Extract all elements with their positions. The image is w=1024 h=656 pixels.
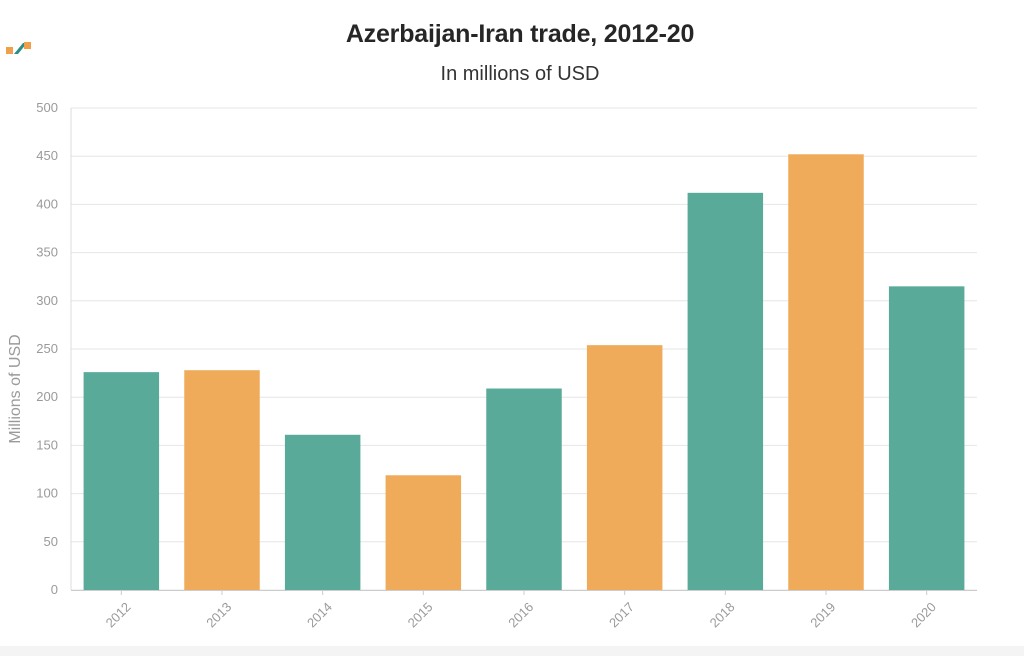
logo-slash-teal bbox=[14, 43, 27, 54]
y-tick-label: 200 bbox=[36, 389, 58, 404]
y-tick-label: 450 bbox=[36, 148, 58, 163]
y-tick-label: 150 bbox=[36, 437, 58, 452]
y-tick-label: 250 bbox=[36, 341, 58, 356]
logo-square-orange-2 bbox=[24, 42, 31, 49]
x-tick-label: 2016 bbox=[505, 599, 536, 630]
bar-2012 bbox=[83, 372, 160, 590]
bar-2019 bbox=[788, 154, 864, 590]
y-tick-label: 50 bbox=[44, 534, 58, 549]
x-tick-label: 2015 bbox=[405, 599, 436, 630]
bar-2017 bbox=[586, 345, 663, 590]
x-tick-label: 2020 bbox=[908, 599, 939, 630]
bar-2013 bbox=[184, 370, 260, 590]
brand-logo-icon bbox=[6, 42, 31, 54]
x-tick-label: 2017 bbox=[606, 599, 637, 630]
x-tick-label: 2013 bbox=[203, 599, 234, 630]
chart-title: Azerbaijan-Iran trade, 2012-20 bbox=[345, 20, 695, 48]
y-tick-label: 500 bbox=[36, 100, 58, 115]
x-tick-label: 2018 bbox=[707, 599, 738, 630]
logo-square-orange bbox=[6, 47, 13, 54]
y-tick-label: 300 bbox=[36, 293, 58, 308]
x-tick-label: 2012 bbox=[103, 599, 134, 630]
bar-2014 bbox=[284, 434, 361, 590]
bar-2018 bbox=[687, 192, 764, 590]
x-tick-label: 2014 bbox=[304, 599, 335, 630]
y-axis-title: Millions of USD bbox=[7, 334, 24, 443]
x-tick-label: 2019 bbox=[807, 599, 838, 630]
chart-subtitle: In millions of USD bbox=[440, 63, 600, 85]
y-tick-label: 400 bbox=[36, 196, 58, 211]
bottom-strip bbox=[0, 646, 1024, 656]
y-tick-label: 100 bbox=[36, 486, 58, 501]
bar-2020 bbox=[888, 286, 965, 590]
bar-2015 bbox=[385, 475, 462, 590]
bar-2016 bbox=[486, 388, 562, 590]
y-tick-label: 0 bbox=[51, 582, 58, 597]
y-tick-label: 350 bbox=[36, 245, 58, 260]
